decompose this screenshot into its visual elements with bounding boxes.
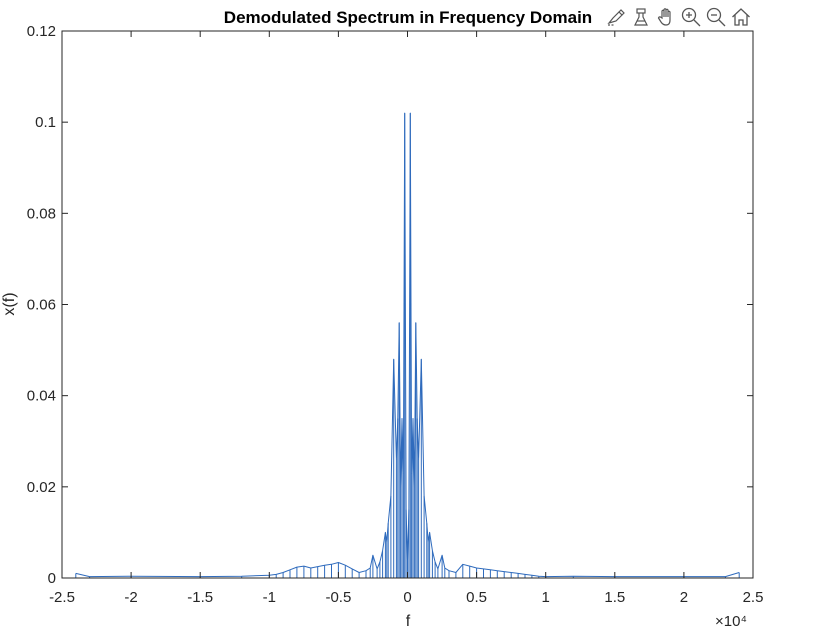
x-tick-label: 0.5 [466, 589, 487, 606]
x-tick-label: 2 [680, 589, 688, 606]
x-tick-label: 0 [403, 589, 411, 606]
zoom-out-icon [706, 7, 726, 27]
zoom-in-icon [681, 7, 701, 27]
x-axis-exponent: ×10⁴ [715, 613, 747, 630]
y-tick-label: 0 [48, 570, 56, 587]
y-tick-label: 0.08 [27, 205, 56, 222]
pan-button[interactable] [654, 5, 678, 29]
x-axis-label: f [406, 613, 411, 630]
x-tick-label: -2 [124, 589, 137, 606]
data-tips-button[interactable] [629, 5, 653, 29]
brush-data-button[interactable] [604, 5, 628, 29]
restore-view-button[interactable] [729, 5, 753, 29]
y-tick-label: 0.02 [27, 479, 56, 496]
y-axis: 0 0.02 0.04 0.06 0.08 0.1 0.12 [27, 23, 753, 587]
x-axis: -2.5 -2 -1.5 -1 -0.5 0 0.5 1 1.5 2 2.5 [49, 31, 763, 606]
x-tick-label: 1.5 [604, 589, 625, 606]
x-tick-label: 1 [542, 589, 550, 606]
spectrum-line-layer [75, 112, 740, 578]
axes-toolbar [604, 5, 753, 29]
y-tick-label: 0.04 [27, 388, 56, 405]
x-tick-label: -1 [263, 589, 276, 606]
brush-data-icon [607, 9, 625, 26]
y-tick-label: 0.06 [27, 297, 56, 314]
chart-title: Demodulated Spectrum in Frequency Domain [224, 8, 592, 27]
axes-background [62, 31, 753, 578]
zoom-in-button[interactable] [679, 5, 703, 29]
x-tick-label: -1.5 [187, 589, 213, 606]
x-tick-label: 2.5 [743, 589, 764, 606]
y-tick-label: 0.12 [27, 23, 56, 40]
data-tips-icon [634, 8, 648, 26]
y-axis-label: x(f) [1, 292, 18, 315]
restore-home-icon [732, 8, 750, 26]
y-tick-label: 0.1 [35, 114, 56, 131]
zoom-out-button[interactable] [704, 5, 728, 29]
x-tick-label: -2.5 [49, 589, 75, 606]
pan-hand-icon [657, 8, 671, 26]
x-tick-label: -0.5 [325, 589, 351, 606]
